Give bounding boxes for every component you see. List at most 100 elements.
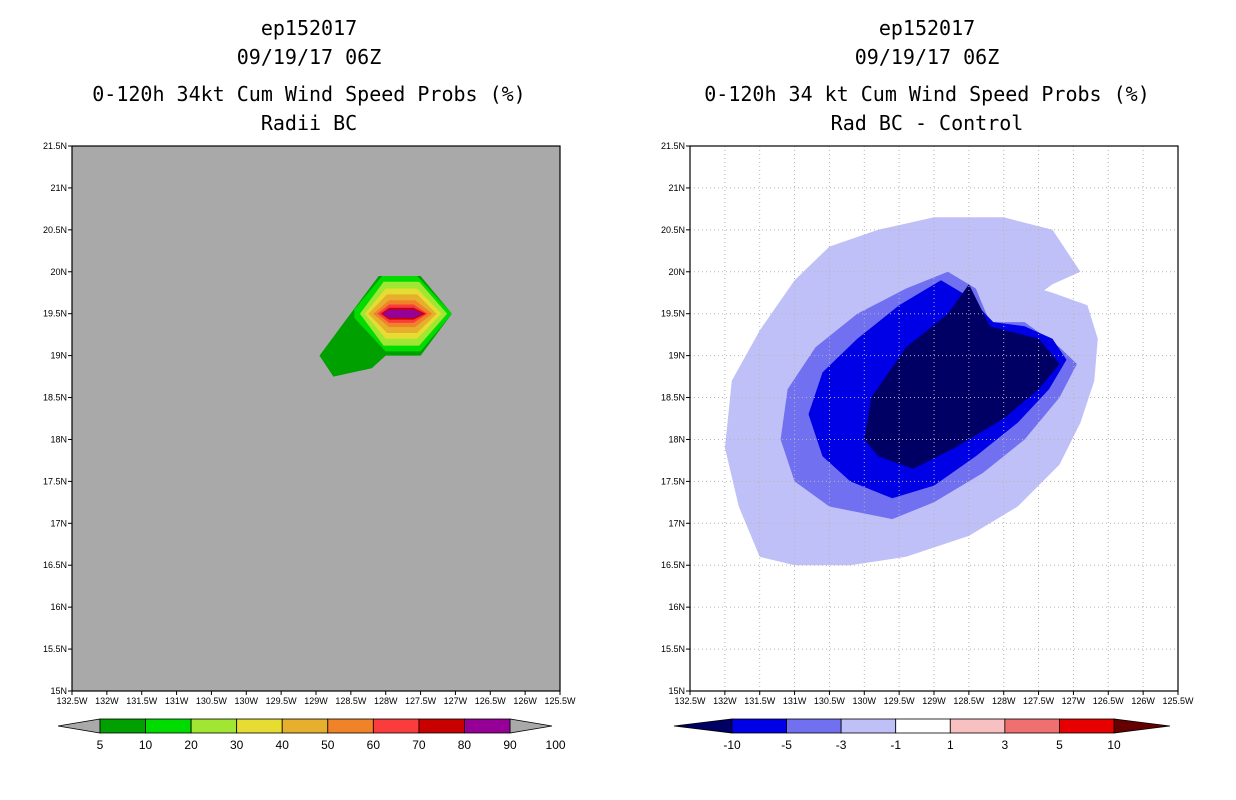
right-ytick-label-2: 16N <box>668 602 685 612</box>
left-colorbar-label-9: 90 <box>503 738 517 752</box>
left-xtick-label-12: 126.5W <box>475 696 507 706</box>
right-colorbar-label-0: -10 <box>723 738 741 752</box>
left-colorbar-cell-7 <box>418 718 465 734</box>
left-chart: 132.5W 132W 131.5W 131W 130.5W 130W 129.5W 129W… <box>43 141 576 752</box>
left-colorbar-cell-8 <box>464 718 511 734</box>
left-ytick-label-3: 16.5N <box>43 560 67 570</box>
right-ytick-label-7: 18.5N <box>661 393 685 403</box>
left-ytick-label-0: 15N <box>50 686 67 696</box>
left-ytick-label-12: 21N <box>50 183 67 193</box>
right-ytick-label-12: 21N <box>668 183 685 193</box>
right-xtick-label-2: 131.5W <box>744 696 776 706</box>
left-xtick-label-11: 127W <box>444 696 468 706</box>
left-ytick-label-13: 21.5N <box>43 141 67 151</box>
right-xtick-label-4: 130.5W <box>814 696 846 706</box>
right-colorbar-cell-6 <box>1059 718 1115 734</box>
left-plot-area <box>72 146 560 691</box>
right-colorbar-label-3: -1 <box>890 738 901 752</box>
left-colorbar-label-5: 50 <box>321 738 335 752</box>
left-colorbar-label-7: 70 <box>412 738 426 752</box>
left-xtick-label-3: 131W <box>165 696 189 706</box>
left-xtick-label-14: 125.5W <box>544 696 576 706</box>
left-ytick-label-7: 18.5N <box>43 393 67 403</box>
right-xtick-label-13: 126W <box>1131 696 1155 706</box>
left-xtick-label-9: 128W <box>374 696 398 706</box>
left-xtick-label-7: 129W <box>304 696 328 706</box>
right-colorbar-right-triangle <box>1113 718 1171 734</box>
left-colorbar-cell-3 <box>236 718 283 734</box>
right-colorbar-cell-3 <box>895 718 951 734</box>
left-ytick-label-8: 19N <box>50 351 67 361</box>
right-titles: ep152017 09/19/17 06Z 0-120h 34 kt Cum W… <box>618 14 1236 138</box>
left-panel: ep152017 09/19/17 06Z 0-120h 34kt Cum Wi… <box>43 16 576 752</box>
left-colorbar-cell-4 <box>281 718 329 734</box>
left-xtick-label-1: 132W <box>95 696 119 706</box>
left-ytick-label-10: 20N <box>50 267 67 277</box>
right-ytick-label-11: 20.5N <box>661 225 685 235</box>
right-colorbar-cell-0 <box>731 718 787 734</box>
left-xtick-label-0: 132.5W <box>56 696 88 706</box>
right-colorbar-left-triangle <box>673 718 733 734</box>
right-xtick-label-12: 126.5W <box>1093 696 1125 706</box>
left-ytick-label-9: 19.5N <box>43 309 67 319</box>
left-xtick-label-2: 131.5W <box>126 696 158 706</box>
left-colorbar-left-triangle <box>57 718 101 734</box>
left-ytick-label-11: 20.5N <box>43 225 67 235</box>
right-colorbar-label-6: 5 <box>1056 738 1063 752</box>
left-ytick-label-1: 15.5N <box>43 644 67 654</box>
right-colorbar-label-4: 1 <box>947 738 954 752</box>
right-ytick-label-9: 19.5N <box>661 309 685 319</box>
right-colorbar-cell-1 <box>786 718 842 734</box>
left-datetime: 09/19/17 06Z <box>236 45 382 69</box>
right-xtick-label-7: 129W <box>922 696 946 706</box>
right-title: 0-120h 34 kt Cum Wind Speed Probs (%) <box>704 82 1150 106</box>
right-ytick-label-13: 21.5N <box>661 141 685 151</box>
right-ytick-label-3: 16.5N <box>661 560 685 570</box>
left-colorbar-cell-5 <box>327 718 374 734</box>
left-ytick-label-4: 17N <box>50 518 67 528</box>
left-subtitle: Radii BC <box>260 111 358 135</box>
left-title: 0-120h 34kt Cum Wind Speed Probs (%) <box>92 82 526 106</box>
left-colorbar-right-triangle <box>509 718 553 734</box>
left-ytick-label-6: 18N <box>50 434 67 444</box>
right-xtick-label-10: 127.5W <box>1023 696 1055 706</box>
right-chart: 132.5W 132W 131.5W 131W 130.5W 130W 129.5W 129W… <box>661 141 1194 752</box>
left-colorbar-label-8: 80 <box>458 738 472 752</box>
left-contour-8 <box>382 309 423 318</box>
left-xtick-label-8: 128.5W <box>335 696 367 706</box>
right-ytick-label-1: 15.5N <box>661 644 685 654</box>
right-panel: ep152017 09/19/17 06Z 0-120h 34 kt Cum W… <box>618 0 1236 800</box>
right-colorbar-cell-2 <box>840 718 897 734</box>
right-colorbar-cell-4 <box>949 718 1006 734</box>
left-colorbar-label-3: 30 <box>230 738 244 752</box>
left-ytick-label-5: 17.5N <box>43 476 67 486</box>
right-xtick-label-5: 130W <box>853 696 877 706</box>
right-xtick-label-6: 129.5W <box>884 696 916 706</box>
left-colorbar-label-6: 60 <box>367 738 381 752</box>
left-xtick-label-5: 130W <box>235 696 259 706</box>
right-subtitle: Rad BC - Control <box>830 111 1024 135</box>
left-xtick-label-4: 130.5W <box>196 696 228 706</box>
left-colorbar-cell-0 <box>99 718 146 734</box>
left-colorbar-cell-6 <box>372 718 420 734</box>
left-ytick-label-2: 16N <box>50 602 67 612</box>
left-colorbar-label-4: 40 <box>276 738 290 752</box>
right-colorbar-cell-5 <box>1004 718 1060 734</box>
right-colorbar-label-1: -5 <box>781 738 792 752</box>
right-ytick-label-0: 15N <box>668 686 685 696</box>
left-colorbar-label-1: 10 <box>139 738 153 752</box>
right-ytick-label-6: 18N <box>668 434 685 444</box>
right-xtick-label-1: 132W <box>713 696 737 706</box>
right-colorbar-label-5: 3 <box>1002 738 1009 752</box>
right-colorbar-label-7: 10 <box>1107 738 1121 752</box>
right-xtick-label-0: 132.5W <box>674 696 706 706</box>
right-xtick-label-14: 125.5W <box>1162 696 1194 706</box>
left-colorbar-cell-1 <box>145 718 192 734</box>
right-ytick-label-4: 17N <box>668 518 685 528</box>
right-ytick-label-5: 17.5N <box>661 476 685 486</box>
right-colorbar-label-2: -3 <box>836 738 847 752</box>
left-colorbar-cell-2 <box>190 718 238 734</box>
right-storm-id: ep152017 <box>878 16 976 40</box>
right-ytick-label-8: 19N <box>668 351 685 361</box>
right-xtick-label-9: 128W <box>992 696 1016 706</box>
